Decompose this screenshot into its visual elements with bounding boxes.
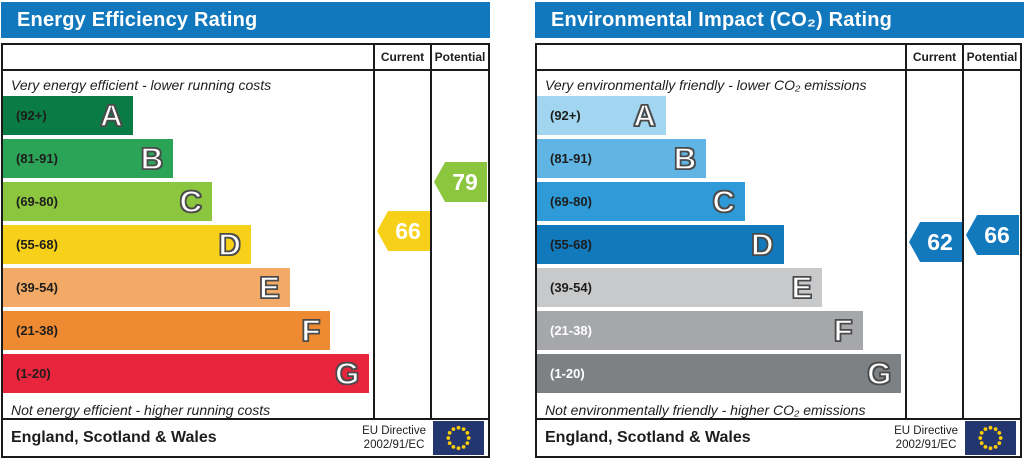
energy-eu-directive: EU Directive 2002/91/EC [362,424,431,453]
band-letter: B [140,141,164,176]
co2-band-d: (55-68) D [537,225,784,264]
energy-current-header: Current [373,45,430,69]
energy-potential-column: 79 [430,71,488,418]
co2-region-label: England, Scotland & Wales [545,429,751,446]
eu-directive-line1: EU Directive [894,424,958,437]
band-letter: A [99,98,123,133]
band-letter: B [673,141,697,176]
energy-bands: (92+) A (81-91) B (69-80) C (55-68) [3,96,373,393]
band-range-label: (81-91) [550,151,592,166]
band-letter: E [791,270,813,305]
band-range-label: (55-68) [550,237,592,252]
band-range-label: (1-20) [550,366,585,381]
co2-potential-marker: 66 [966,215,1019,255]
co2-band-g: (1-20) G [537,354,902,393]
band-range-label: (21-38) [550,323,592,338]
energy-band-e: (39-54) E [3,268,290,307]
band-letter: E [258,270,280,305]
energy-bottom-note: Not energy efficient - higher running co… [11,402,271,418]
energy-current-value: 66 [395,217,421,244]
co2-header-row: Current Potential [537,45,1020,71]
energy-band-c: (69-80) C [3,182,213,221]
band-range-label: (1-20) [16,366,51,381]
energy-panel-title: Energy Efficiency Rating [1,2,490,38]
band-letter: D [750,227,774,262]
band-letter: C [179,184,203,219]
energy-band-a: (92+) A [3,96,133,135]
band-letter: G [866,356,892,391]
energy-header-spacer [3,45,373,69]
band-range-label: (92+) [16,108,47,123]
eu-directive-line2: 2002/91/EC [363,439,425,451]
band-range-label: (81-91) [16,151,58,166]
energy-band-d: (55-68) D [3,225,251,264]
band-letter: G [334,356,360,391]
co2-top-note: Very environmentally friendly - lower CO… [545,76,867,93]
co2-bands: (92+) A (81-91) B (69-80) C (55-68) [537,96,905,393]
eu-directive-line1: EU Directive [362,424,426,437]
co2-current-value: 62 [927,228,953,255]
energy-body: Very energy efficient - lower running co… [3,71,488,418]
band-letter: C [712,184,736,219]
co2-current-header: Current [905,45,962,69]
co2-band-a: (92+) A [537,96,666,135]
energy-potential-header: Potential [430,45,488,69]
eu-directive-line2: 2002/91/EC [895,439,957,451]
co2-band-e: (39-54) E [537,268,823,307]
environmental-impact-panel: Environmental Impact (CO₂) Rating Curren… [535,2,1024,458]
co2-band-area: Very environmentally friendly - lower CO… [537,71,905,418]
band-range-label: (39-54) [16,280,58,295]
co2-footer: England, Scotland & Wales EU Directive 2… [537,418,1020,456]
energy-footer: England, Scotland & Wales EU Directive 2… [3,418,488,456]
eu-flag-icon [965,421,1016,455]
co2-eu-directive: EU Directive 2002/91/EC [894,424,963,453]
energy-region-label: England, Scotland & Wales [11,429,217,446]
band-letter: F [301,313,321,348]
band-letter: F [833,313,853,348]
energy-rating-table: Current Potential Very energy efficient … [1,43,490,458]
co2-potential-column: 66 [962,71,1020,418]
band-range-label: (69-80) [550,194,592,209]
band-range-label: (69-80) [16,194,58,209]
energy-band-g: (1-20) G [3,354,370,393]
energy-potential-marker: 79 [434,162,487,202]
band-letter: D [218,227,242,262]
band-letter: A [633,98,657,133]
co2-rating-table: Current Potential Very environmentally f… [535,43,1022,458]
energy-potential-value: 79 [452,168,478,195]
co2-potential-value: 66 [984,221,1010,248]
co2-band-c: (69-80) C [537,182,745,221]
co2-current-marker: 62 [909,222,962,262]
energy-header-row: Current Potential [3,45,488,71]
co2-header-spacer [537,45,905,69]
energy-current-column: 66 [373,71,430,418]
co2-panel-title: Environmental Impact (CO₂) Rating [535,2,1024,38]
energy-band-b: (81-91) B [3,139,174,178]
band-range-label: (39-54) [550,280,592,295]
co2-band-f: (21-38) F [537,311,863,350]
co2-bottom-note: Not environmentally friendly - higher CO… [545,402,866,418]
energy-band-f: (21-38) F [3,311,331,350]
co2-current-column: 62 [905,71,962,418]
energy-top-note: Very energy efficient - lower running co… [11,76,272,93]
co2-body: Very environmentally friendly - lower CO… [537,71,1020,418]
eu-flag-icon [433,421,484,455]
co2-band-b: (81-91) B [537,139,707,178]
energy-band-area: Very energy efficient - lower running co… [3,71,373,418]
band-range-label: (92+) [550,108,581,123]
energy-current-marker: 66 [377,211,430,251]
co2-potential-header: Potential [962,45,1020,69]
band-range-label: (55-68) [16,237,58,252]
energy-efficiency-panel: Energy Efficiency Rating Current Potenti… [1,2,490,458]
band-range-label: (21-38) [16,323,58,338]
